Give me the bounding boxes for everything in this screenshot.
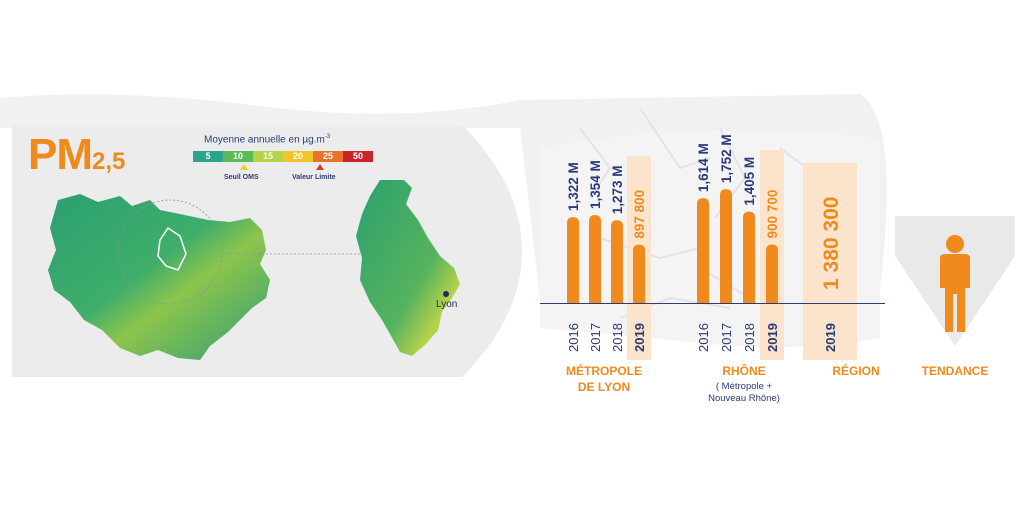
legend-step: 15 [253,151,283,162]
year-label: 2017 [719,323,734,352]
city-label-lyon: Lyon [436,299,458,310]
indicator-title: PM2,5 [28,130,126,179]
legend-step: 20 [283,151,313,162]
year-label: 2016 [566,323,581,352]
value-label: 1,273 M [610,165,625,214]
chart-baseline [540,303,885,304]
bar [766,244,778,303]
rhone-map [356,180,460,356]
group-subtitle-rhone: ( Métropole + Nouveau Rhône) [708,381,780,404]
value-label: 897 800 [632,190,647,239]
oms-threshold-label: Seuil OMS [224,174,259,181]
legend-title: Moyenne annuelle en µg.m-3 [204,134,331,146]
value-label: 1,614 M [696,143,711,192]
person-head-icon [946,235,964,253]
legend-step: 50 [343,151,373,162]
person-icon [940,254,970,332]
trend-indicator [895,216,1015,346]
bar [567,217,579,303]
group-title-rhone: RHÔNE [722,364,766,378]
bar [720,189,732,303]
maps [48,180,460,360]
legend-step: 5 [193,151,223,162]
oms-threshold-marker [240,164,248,170]
year-label: 2019 [823,323,838,352]
value-label: 1,354 M [588,160,603,209]
bar [589,214,601,303]
bar [697,198,709,303]
value-label: 1 380 300 [820,197,843,290]
bar [743,211,755,303]
limit-value-label: Valeur Limite [292,174,336,181]
group-title-metropole: MÉTROPOLE DE LYON [565,364,642,394]
year-label: 2017 [588,323,603,352]
year-label: 2019 [632,323,647,352]
value-label: 900 700 [765,190,780,239]
legend-scale: 5 10 15 20 25 50 [193,151,373,162]
year-label: 2019 [765,323,780,352]
legend-step: 25 [313,151,343,162]
value-label: 1,322 M [566,162,581,211]
region-map [48,194,270,360]
bar [633,244,645,303]
highlight-band [803,163,857,360]
limit-value-marker [316,164,324,170]
year-label: 2018 [610,323,625,352]
year-label: 2018 [742,323,757,352]
trend-label: TENDANCE [921,364,989,378]
bar-chart: 1,322 M 2016 1,354 M 2017 1,273 M 2018 897 800… [566,134,857,360]
year-label: 2016 [696,323,711,352]
legend-step: 10 [223,151,253,162]
bar [611,220,623,303]
value-label: 1,752 M [719,134,734,183]
group-title-region: RÉGION [832,364,880,378]
value-label: 1,405 M [742,157,757,206]
